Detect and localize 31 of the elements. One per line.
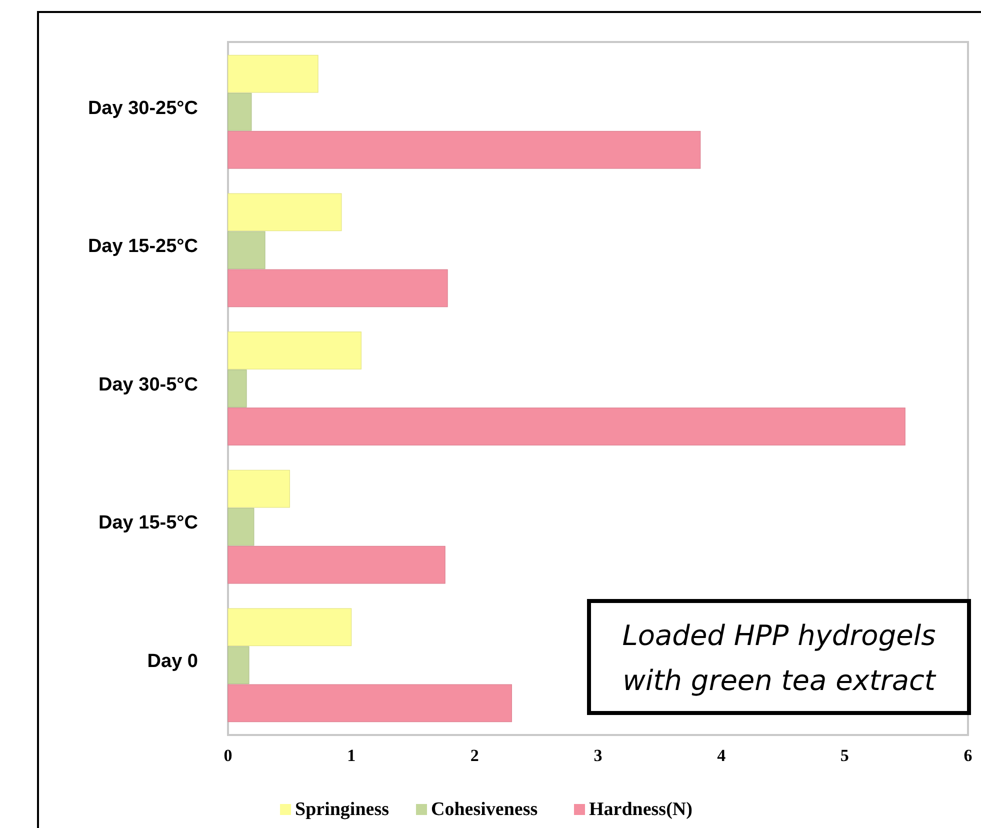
bar: [228, 231, 266, 270]
y-tick-label: Day 15-5°C: [98, 512, 198, 534]
y-tick-label: Day 30-5°C: [98, 374, 198, 396]
bar: [228, 408, 906, 446]
bar: [228, 332, 362, 370]
bar: [228, 54, 318, 93]
bar: [228, 193, 342, 232]
y-tick-label: Day 0: [147, 651, 198, 672]
x-tick-label: 5: [840, 746, 849, 766]
x-tick-label: 2: [470, 746, 479, 766]
legend-label: Cohesiveness: [431, 799, 538, 820]
annotation: Loaded HPP hydrogels with green tea extract: [622, 619, 936, 697]
x-tick-label: 3: [594, 746, 602, 766]
bar: [228, 130, 701, 169]
bar: [228, 684, 512, 722]
x-tick-label: 0: [224, 746, 232, 766]
bar: [228, 508, 254, 546]
y-tick-label: Day 15-25°C: [88, 236, 198, 258]
x-tick-label: 1: [347, 746, 356, 766]
bar: [228, 546, 446, 584]
bar: [228, 470, 290, 508]
bar: [228, 370, 247, 408]
bar: [228, 269, 448, 308]
x-tick-label: 4: [717, 746, 726, 766]
bar: [228, 608, 352, 646]
x-tick-label: 6: [964, 746, 972, 766]
legend-label: Springiness: [295, 799, 389, 820]
bar: [228, 92, 252, 131]
legend-label: Hardness(N): [589, 799, 692, 820]
y-tick-label: Day 30-25°C: [88, 98, 198, 119]
bar: [228, 646, 250, 684]
